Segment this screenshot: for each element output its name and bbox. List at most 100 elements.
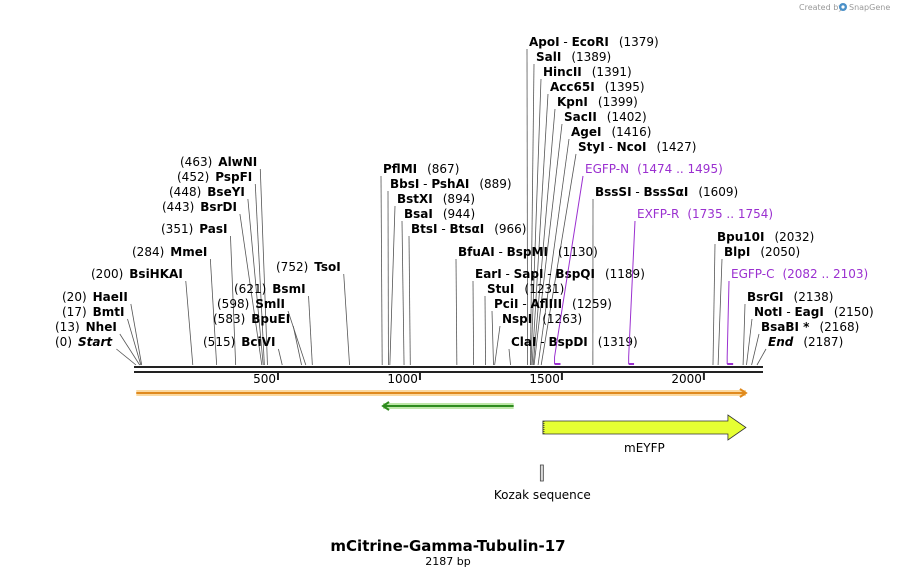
cut-line-s25 <box>494 325 501 366</box>
primer-egfp-n: EGFP-N (1474 .. 1495) <box>554 162 723 365</box>
site-text: (443) <box>162 200 194 214</box>
site-text: (448) <box>169 185 201 199</box>
site-text: - <box>543 267 555 281</box>
map-length: 2187 bp <box>425 555 470 568</box>
cut-line-s41 <box>756 348 767 366</box>
site-text: (1609) <box>698 185 738 199</box>
site-text: (200) <box>91 267 123 281</box>
site-text: BlpI <box>724 245 750 259</box>
site-label-s22: EarI - SapI - BspQI (1189) <box>475 267 645 281</box>
site-text: (284) <box>132 245 164 259</box>
site-text: BssSαI <box>644 185 689 199</box>
site-text: (13) <box>55 320 80 334</box>
site-text: BtsI <box>411 222 438 236</box>
site-text: NotI <box>754 305 783 319</box>
site-text: PasI <box>199 222 227 236</box>
site-label-s39: NotI - EagI (2150) <box>754 305 874 319</box>
site-text: (2032) <box>774 230 814 244</box>
site-text: BsiHKAI <box>129 267 183 281</box>
cut-line-s10 <box>259 168 268 366</box>
site-text: PshAI <box>431 177 469 191</box>
site-text: (1427) <box>657 140 697 154</box>
site-label-s25: NspI (1263) <box>502 312 582 326</box>
cds-arrow <box>542 414 747 441</box>
site-text: ApoI <box>529 35 560 49</box>
cut-line-s30 <box>531 93 549 366</box>
site-text: BsmI <box>272 282 305 296</box>
site-label-s8: (448) BseYI <box>169 185 245 199</box>
primer-annotations: EGFP-N (1474 .. 1495) EXFP-R (1735 .. 1754)… <box>554 162 868 365</box>
site-text: SapI <box>514 267 544 281</box>
site-text: Start <box>78 335 113 349</box>
tick-label: 1500 <box>529 372 560 386</box>
ruler-ticks: 500 1000 1500 2000 <box>253 372 705 386</box>
cut-line-s6 <box>230 235 237 366</box>
site-text: BciVI <box>241 335 275 349</box>
site-text: NspI <box>502 312 532 326</box>
primer-label: EGFP-C (2082 .. 2103) <box>731 267 868 281</box>
site-text: (2168) <box>819 320 859 334</box>
cut-line-s24 <box>491 310 494 366</box>
site-label-s20: BtsI - BtsαI (966) <box>411 222 526 236</box>
site-text: (1391) <box>592 65 632 79</box>
site-label-s31: KpnI (1399) <box>557 95 638 109</box>
site-text: BssSI <box>595 185 632 199</box>
site-label-s41: End (2187) <box>768 335 843 349</box>
site-text: SalI <box>536 50 561 64</box>
site-text: AlwNI <box>218 155 257 169</box>
site-text: (1259) <box>572 297 612 311</box>
site-text: (1395) <box>605 80 645 94</box>
restriction-site-labels: (0) Start(13) NheI(17) BmtI (20) HaeII (200) Bs… <box>55 35 874 349</box>
site-text: (2050) <box>760 245 800 259</box>
cut-line-s39 <box>746 318 753 366</box>
site-text: BmtI <box>93 305 125 319</box>
cut-line-s8 <box>247 198 264 366</box>
site-label-s14: (621) BsmI <box>234 282 306 296</box>
cut-line-s14 <box>308 295 313 366</box>
site-text: - <box>419 177 431 191</box>
site-text: (2187) <box>803 335 843 349</box>
site-text: BsrGI <box>747 290 784 304</box>
site-text: SmlI <box>255 297 285 311</box>
orf-arrow <box>739 388 748 398</box>
site-text: (1416) <box>611 125 651 139</box>
orf-arrow <box>381 401 390 411</box>
site-text: Acc65I <box>550 80 595 94</box>
cut-line-s16 <box>380 175 383 366</box>
site-label-s38: BsrGI (2138) <box>747 290 833 304</box>
site-text: - <box>560 35 572 49</box>
site-text: AflIII <box>530 297 562 311</box>
site-text: BsrDI <box>200 200 237 214</box>
feature-f1 <box>381 401 514 411</box>
site-label-s30: Acc65I (1395) <box>550 80 645 94</box>
site-text: - <box>783 305 795 319</box>
cut-line-s28 <box>530 63 535 366</box>
feature-label-kozak: Kozak sequence <box>494 488 591 502</box>
site-label-s18: BstXI (894) <box>397 192 475 206</box>
cut-line-s38 <box>742 303 746 366</box>
site-text: NheI <box>86 320 117 334</box>
site-text: - <box>632 185 644 199</box>
site-text: SacII <box>564 110 597 124</box>
primer-range: (1474 .. 1495) <box>637 162 723 176</box>
sequence-backbone <box>134 366 763 373</box>
site-label-s27: ApoI - EcoRI (1379) <box>529 35 659 49</box>
site-text: (752) <box>276 260 308 274</box>
cut-line-s12 <box>292 325 302 366</box>
site-text: StuI <box>487 282 514 296</box>
primer-range: (1735 .. 1754) <box>687 207 773 221</box>
site-text: HaeII <box>93 290 128 304</box>
site-text: (1399) <box>598 95 638 109</box>
site-label-s40: BsaBI * (2168) <box>761 320 859 334</box>
site-label-s9: (452) PspFI <box>177 170 252 184</box>
site-text: (966) <box>494 222 526 236</box>
primer-egfp-c: EGFP-C (2082 .. 2103) <box>726 267 868 365</box>
cut-line-s0 <box>116 348 137 366</box>
cut-line-s27 <box>526 48 528 366</box>
site-label-s1: (13) NheI <box>55 320 117 334</box>
site-label-s36: Bpu10I (2032) <box>717 230 814 244</box>
map-title: mCitrine-Gamma-Tubulin-17 <box>330 537 565 555</box>
primer-range: (2082 .. 2103) <box>782 267 868 281</box>
primer-label: EGFP-N (1474 .. 1495) <box>585 162 723 176</box>
feature-label-mEYFP: mEYFP <box>624 441 665 455</box>
